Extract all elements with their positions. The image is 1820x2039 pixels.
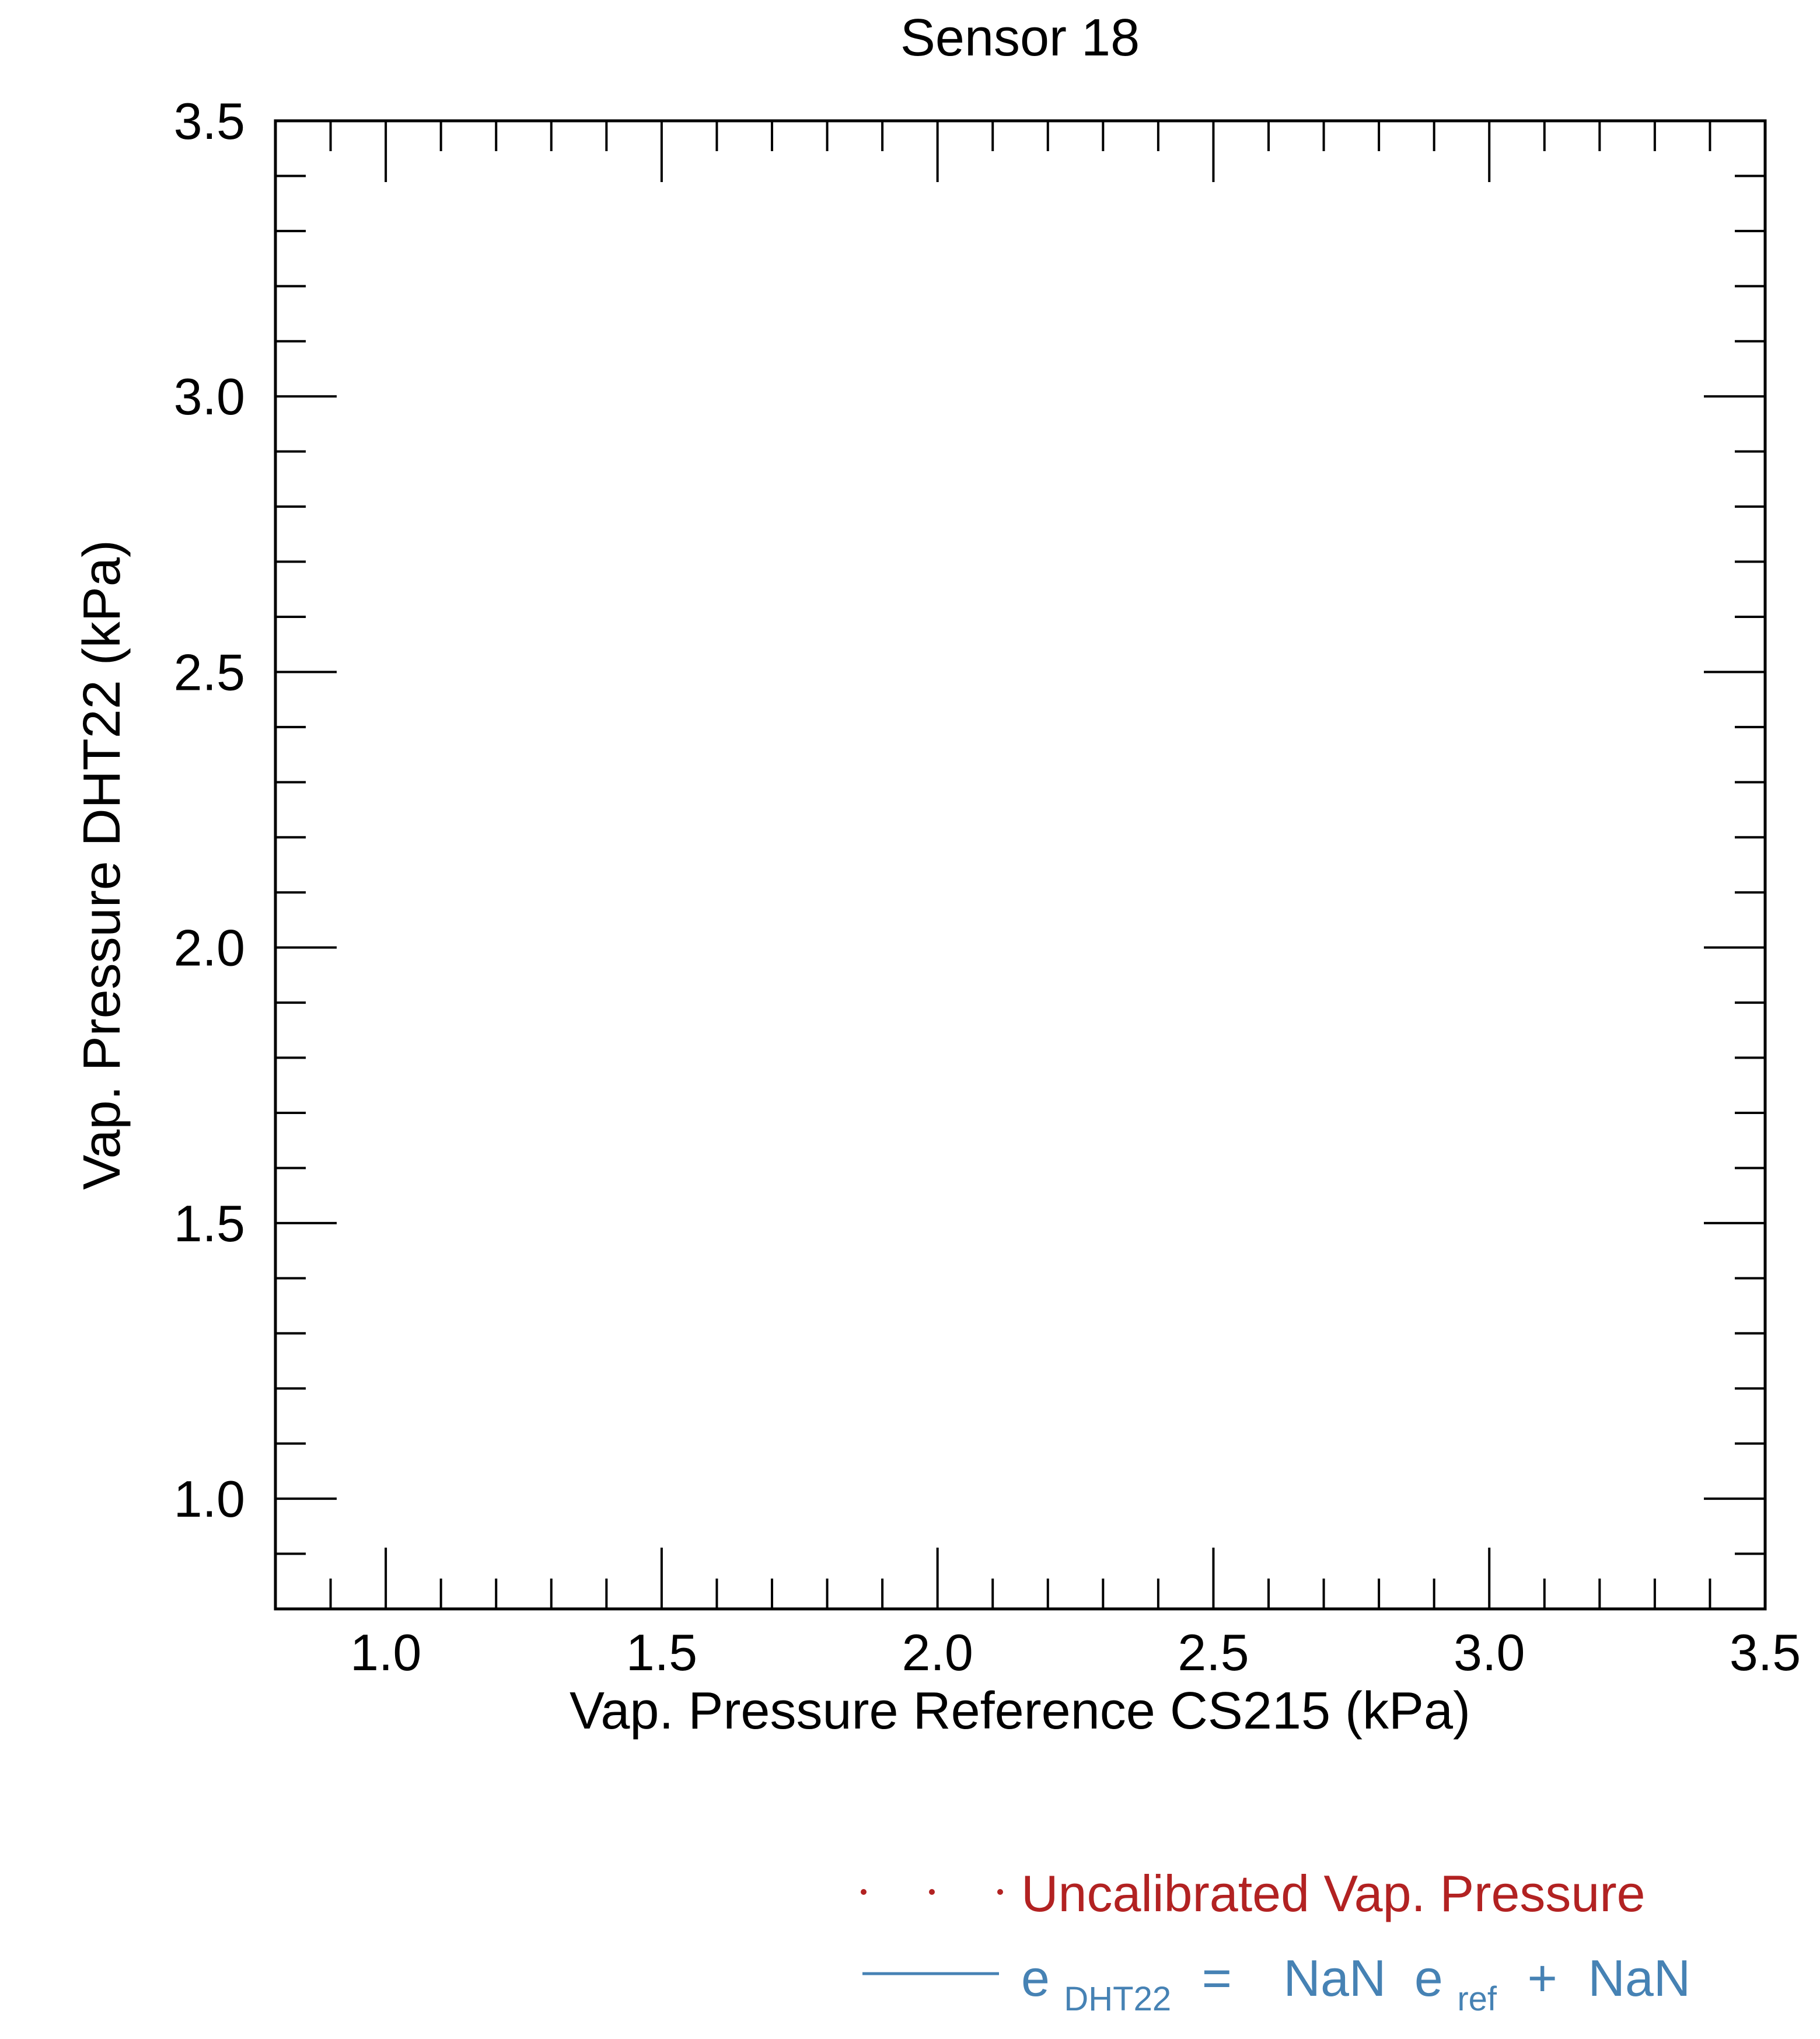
- axis-tick-labels: 1.0 1.5 2.0 2.5 3.0 3.5 1.0 1.5 2.0 2.5 3.0 3.5: [174, 92, 1801, 1681]
- y-axis-label: Vap. Pressure DHT22 (kPa): [73, 540, 131, 1190]
- legend-points-marker: [861, 1889, 1003, 1895]
- y-tick-label: 1.5: [174, 1195, 245, 1252]
- y-tick-label: 3.0: [174, 368, 245, 425]
- fit-e-subscript: DHT22: [1064, 1980, 1171, 2018]
- x-tick-label: 1.5: [626, 1623, 697, 1681]
- y-tick-label: 2.0: [174, 919, 245, 977]
- legend: Uncalibrated Vap. Pressure e DHT22 = NaN…: [861, 1865, 1690, 2021]
- x-tick-label: 1.0: [350, 1623, 421, 1681]
- y-tick-label: 2.5: [174, 643, 245, 701]
- y-tick-label: 1.0: [174, 1470, 245, 1528]
- axis-ticks: [274, 121, 1765, 1610]
- fit-equals: =: [1202, 1949, 1232, 2007]
- x-tick-label: 2.5: [1178, 1623, 1249, 1681]
- fit-e-ref: e: [1414, 1949, 1443, 2007]
- fit-e: e: [1021, 1949, 1050, 2007]
- chart-title: Sensor 18: [900, 9, 1140, 67]
- x-tick-label: 3.5: [1730, 1623, 1801, 1681]
- plot-area: [274, 119, 1767, 1611]
- legend-points-label: Uncalibrated Vap. Pressure: [1021, 1865, 1646, 1922]
- x-tick-label: 3.0: [1454, 1623, 1525, 1681]
- x-axis-label: Vap. Pressure Reference CS215 (kPa): [570, 1682, 1470, 1740]
- legend-fit-label: e DHT22 = NaN e ref + NaN: [1021, 1949, 1690, 2021]
- fit-slope: NaN: [1283, 1949, 1386, 2007]
- legend-point: [929, 1889, 935, 1895]
- fit-plus: +: [1527, 1949, 1557, 2007]
- y-tick-label: 3.5: [174, 92, 245, 150]
- x-tick-label: 2.0: [902, 1623, 973, 1681]
- legend-point: [997, 1889, 1003, 1895]
- fit-e-ref-subscript: ref: [1457, 1980, 1497, 2018]
- legend-point: [861, 1889, 867, 1895]
- fit-intercept: NaN: [1588, 1949, 1690, 2007]
